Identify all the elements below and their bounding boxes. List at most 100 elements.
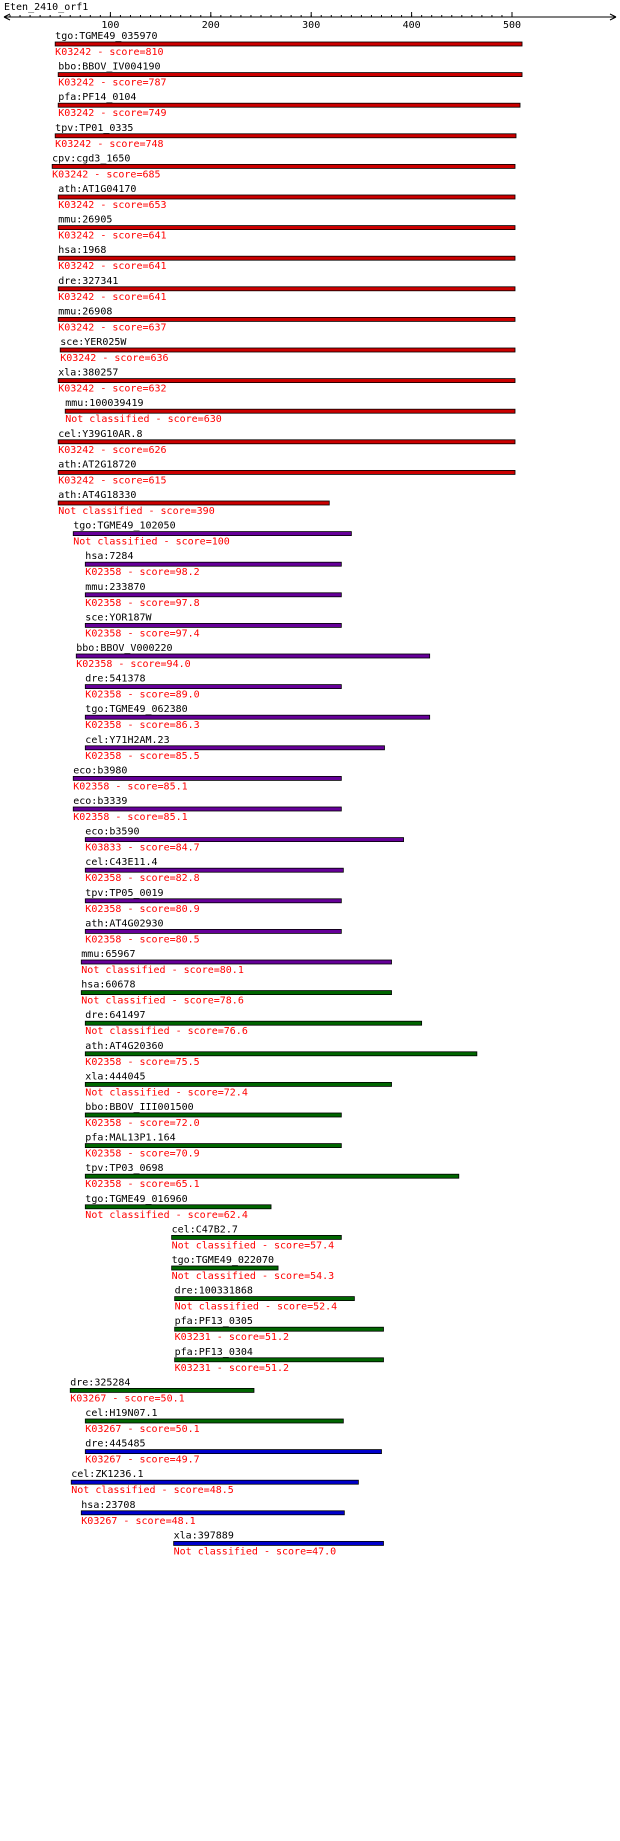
- hit-bar[interactable]: [59, 347, 516, 353]
- hit-row[interactable]: eco:b3339 K02358 - score=85.1: [72, 796, 342, 823]
- hit-bar[interactable]: [84, 1020, 423, 1026]
- hit-bar[interactable]: [72, 806, 342, 812]
- hit-name[interactable]: dre:327341: [58, 276, 118, 287]
- hit-row[interactable]: ath:AT4G02930 K02358 - score=80.5: [84, 918, 342, 945]
- hit-name[interactable]: xla:380257: [58, 368, 118, 379]
- hit-bar[interactable]: [84, 623, 342, 628]
- hit-bar[interactable]: [64, 408, 516, 414]
- hit-name[interactable]: hsa:7284: [85, 551, 133, 562]
- hit-name[interactable]: cel:Y39G10AR.8: [58, 429, 142, 440]
- hit-bar[interactable]: [174, 1296, 355, 1301]
- hit-bar[interactable]: [84, 1204, 272, 1210]
- hit-bar[interactable]: [171, 1265, 279, 1271]
- hit-bar[interactable]: [57, 316, 516, 322]
- hit-row[interactable]: dre:325284 K03267 - score=50.1: [69, 1377, 255, 1404]
- hit-row[interactable]: ath:AT4G20360 K02358 - score=75.5: [84, 1041, 478, 1068]
- hit-name[interactable]: cel:Y71H2AM.23: [85, 735, 169, 746]
- hit-row[interactable]: tpv:TP03_0698 K02358 - score=65.1: [84, 1163, 460, 1190]
- hit-bar[interactable]: [84, 1173, 460, 1179]
- hit-name[interactable]: xla:444045: [85, 1071, 145, 1082]
- hit-row[interactable]: mmu:65967 Not classified - score=80.1: [80, 949, 392, 976]
- hit-name[interactable]: mmu:100039419: [65, 398, 143, 409]
- hit-bar[interactable]: [84, 929, 342, 934]
- hit-name[interactable]: ath:AT4G02930: [85, 918, 163, 929]
- hit-row[interactable]: ath:AT4G18330 Not classified - score=390: [57, 490, 330, 517]
- hit-name[interactable]: tgo:TGME49_022070: [172, 1255, 274, 1266]
- hit-row[interactable]: tgo:TGME49_022070 Not classified - score=…: [171, 1255, 335, 1282]
- hit-row[interactable]: tpv:TP01_0335 K03242 - score=748: [54, 123, 517, 150]
- hit-name[interactable]: tgo:TGME49_062380: [85, 704, 187, 715]
- hit-row[interactable]: cel:H19N07.1 K03267 - score=50.1: [84, 1408, 344, 1435]
- hit-bar[interactable]: [84, 684, 342, 689]
- hit-row[interactable]: hsa:1968 K03242 - score=641: [57, 245, 516, 272]
- hit-bar[interactable]: [80, 959, 392, 965]
- hit-name[interactable]: tgo:TGME49_035970: [55, 31, 157, 42]
- hit-row[interactable]: cel:C43E11.4 K02358 - score=82.8: [84, 857, 344, 884]
- hit-name[interactable]: tpv:TP01_0335: [55, 123, 133, 134]
- hit-name[interactable]: eco:b3980: [73, 765, 127, 776]
- hit-bar[interactable]: [174, 1357, 384, 1363]
- hit-row[interactable]: cel:ZK1236.1 Not classified - score=48.5: [70, 1469, 359, 1496]
- hit-name[interactable]: pfa:PF13_0305: [175, 1316, 253, 1327]
- hit-bar[interactable]: [57, 225, 516, 231]
- hit-name[interactable]: eco:b3590: [85, 827, 139, 838]
- hit-name[interactable]: cel:ZK1236.1: [71, 1469, 143, 1480]
- hit-row[interactable]: hsa:7284 K02358 - score=98.2: [84, 551, 342, 578]
- hit-row[interactable]: bbo:BBOV_III001500 K02358 - score=72.0: [84, 1102, 342, 1129]
- hit-row[interactable]: mmu:26905 K03242 - score=641: [57, 215, 516, 242]
- hit-bar[interactable]: [84, 898, 342, 904]
- hit-row[interactable]: bbo:BBOV_IV004190 K03242 - score=787: [57, 62, 523, 89]
- hit-name[interactable]: dre:641497: [85, 1010, 145, 1021]
- hit-row[interactable]: xla:380257 K03242 - score=632: [57, 368, 516, 395]
- hit-name[interactable]: sce:YER025W: [60, 337, 127, 348]
- hit-bar[interactable]: [69, 1388, 255, 1393]
- hit-row[interactable]: pfa:PF13_0304 K03231 - score=51.2: [174, 1347, 384, 1374]
- hit-bar[interactable]: [84, 837, 404, 842]
- hit-bar[interactable]: [57, 255, 516, 261]
- hit-bar[interactable]: [57, 102, 521, 108]
- hit-name[interactable]: dre:325284: [70, 1377, 130, 1388]
- hit-bar[interactable]: [57, 286, 516, 292]
- hit-name[interactable]: cel:H19N07.1: [85, 1408, 157, 1419]
- hit-row[interactable]: tpv:TP05_0019 K02358 - score=80.9: [84, 888, 342, 915]
- hit-name[interactable]: tpv:TP05_0019: [85, 888, 163, 899]
- hit-row[interactable]: cel:Y71H2AM.23 K02358 - score=85.5: [84, 735, 385, 762]
- hit-row[interactable]: dre:641497 Not classified - score=76.6: [84, 1010, 423, 1037]
- hit-name[interactable]: cel:C43E11.4: [85, 857, 157, 868]
- hit-row[interactable]: dre:445485 K03267 - score=49.7: [84, 1439, 382, 1466]
- hit-name[interactable]: tgo:TGME49_016960: [85, 1194, 187, 1205]
- hit-bar[interactable]: [84, 592, 342, 598]
- hit-bar[interactable]: [54, 133, 517, 139]
- hit-row[interactable]: dre:541378 K02358 - score=89.0: [84, 674, 342, 701]
- hit-row[interactable]: hsa:60678 Not classified - score=78.6: [80, 980, 392, 1007]
- hit-name[interactable]: cel:C47B2.7: [172, 1224, 238, 1235]
- hit-row[interactable]: sce:YER025W K03242 - score=636: [59, 337, 516, 364]
- hit-bar[interactable]: [57, 500, 330, 506]
- hit-name[interactable]: dre:541378: [85, 674, 145, 685]
- hit-name[interactable]: dre:100331868: [175, 1286, 253, 1297]
- hit-bar[interactable]: [84, 1082, 392, 1087]
- hit-name[interactable]: tgo:TGME49_102050: [73, 521, 175, 532]
- hit-bar[interactable]: [84, 561, 342, 567]
- hit-name[interactable]: mmu:26908: [58, 306, 112, 317]
- hit-name[interactable]: ath:AT1G04170: [58, 184, 136, 195]
- hit-row[interactable]: tgo:TGME49_016960 Not classified - score=…: [84, 1194, 272, 1221]
- hit-row[interactable]: tgo:TGME49_102050 Not classified - score=…: [72, 521, 352, 548]
- hit-bar[interactable]: [84, 1051, 478, 1057]
- hit-name[interactable]: hsa:23708: [81, 1500, 135, 1511]
- hit-bar[interactable]: [72, 531, 352, 536]
- hit-bar[interactable]: [57, 194, 516, 200]
- hit-row[interactable]: pfa:MAL13P1.164 K02358 - score=70.9: [84, 1133, 342, 1160]
- hit-name[interactable]: cpv:cgd3_1650: [52, 153, 130, 164]
- hit-name[interactable]: mmu:65967: [81, 949, 135, 960]
- hit-name[interactable]: pfa:PF13_0304: [175, 1347, 253, 1358]
- hit-name[interactable]: hsa:1968: [58, 245, 106, 256]
- hit-row[interactable]: mmu:233870 K02358 - score=97.8: [84, 582, 342, 609]
- hit-row[interactable]: hsa:23708 K03267 - score=48.1: [80, 1500, 345, 1527]
- hit-name[interactable]: ath:AT2G18720: [58, 459, 136, 470]
- hit-row[interactable]: cel:Y39G10AR.8 K03242 - score=626: [57, 429, 516, 456]
- hit-row[interactable]: mmu:100039419 Not classified - score=630: [64, 398, 516, 425]
- hit-row[interactable]: sce:YOR187W K02358 - score=97.4: [84, 612, 342, 639]
- hit-row[interactable]: bbo:BBOV_V000220 K02358 - score=94.0: [75, 643, 431, 670]
- hit-bar[interactable]: [80, 990, 392, 995]
